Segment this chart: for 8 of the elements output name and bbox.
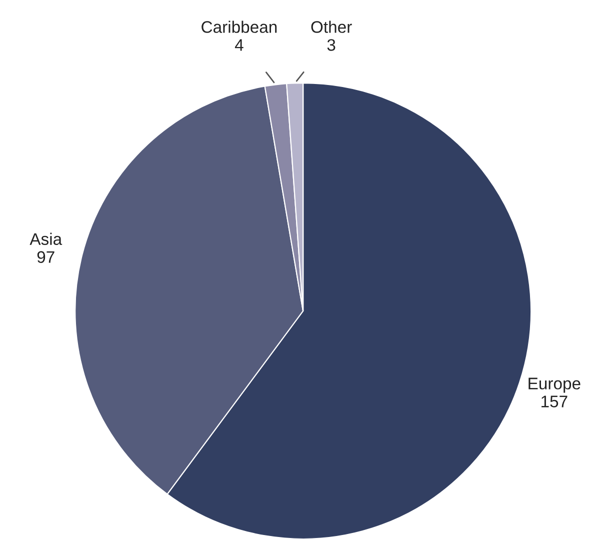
slice-label: Europe (528, 378, 580, 393)
slice-label: Caribbean (202, 20, 277, 33)
data-label: 157 (542, 396, 568, 408)
data-label: 97 (37, 251, 54, 263)
slice-label: Asia (30, 232, 62, 245)
data-label: 3 (327, 39, 336, 51)
data-label: 4 (234, 39, 244, 51)
slice-label: Other (311, 20, 352, 33)
